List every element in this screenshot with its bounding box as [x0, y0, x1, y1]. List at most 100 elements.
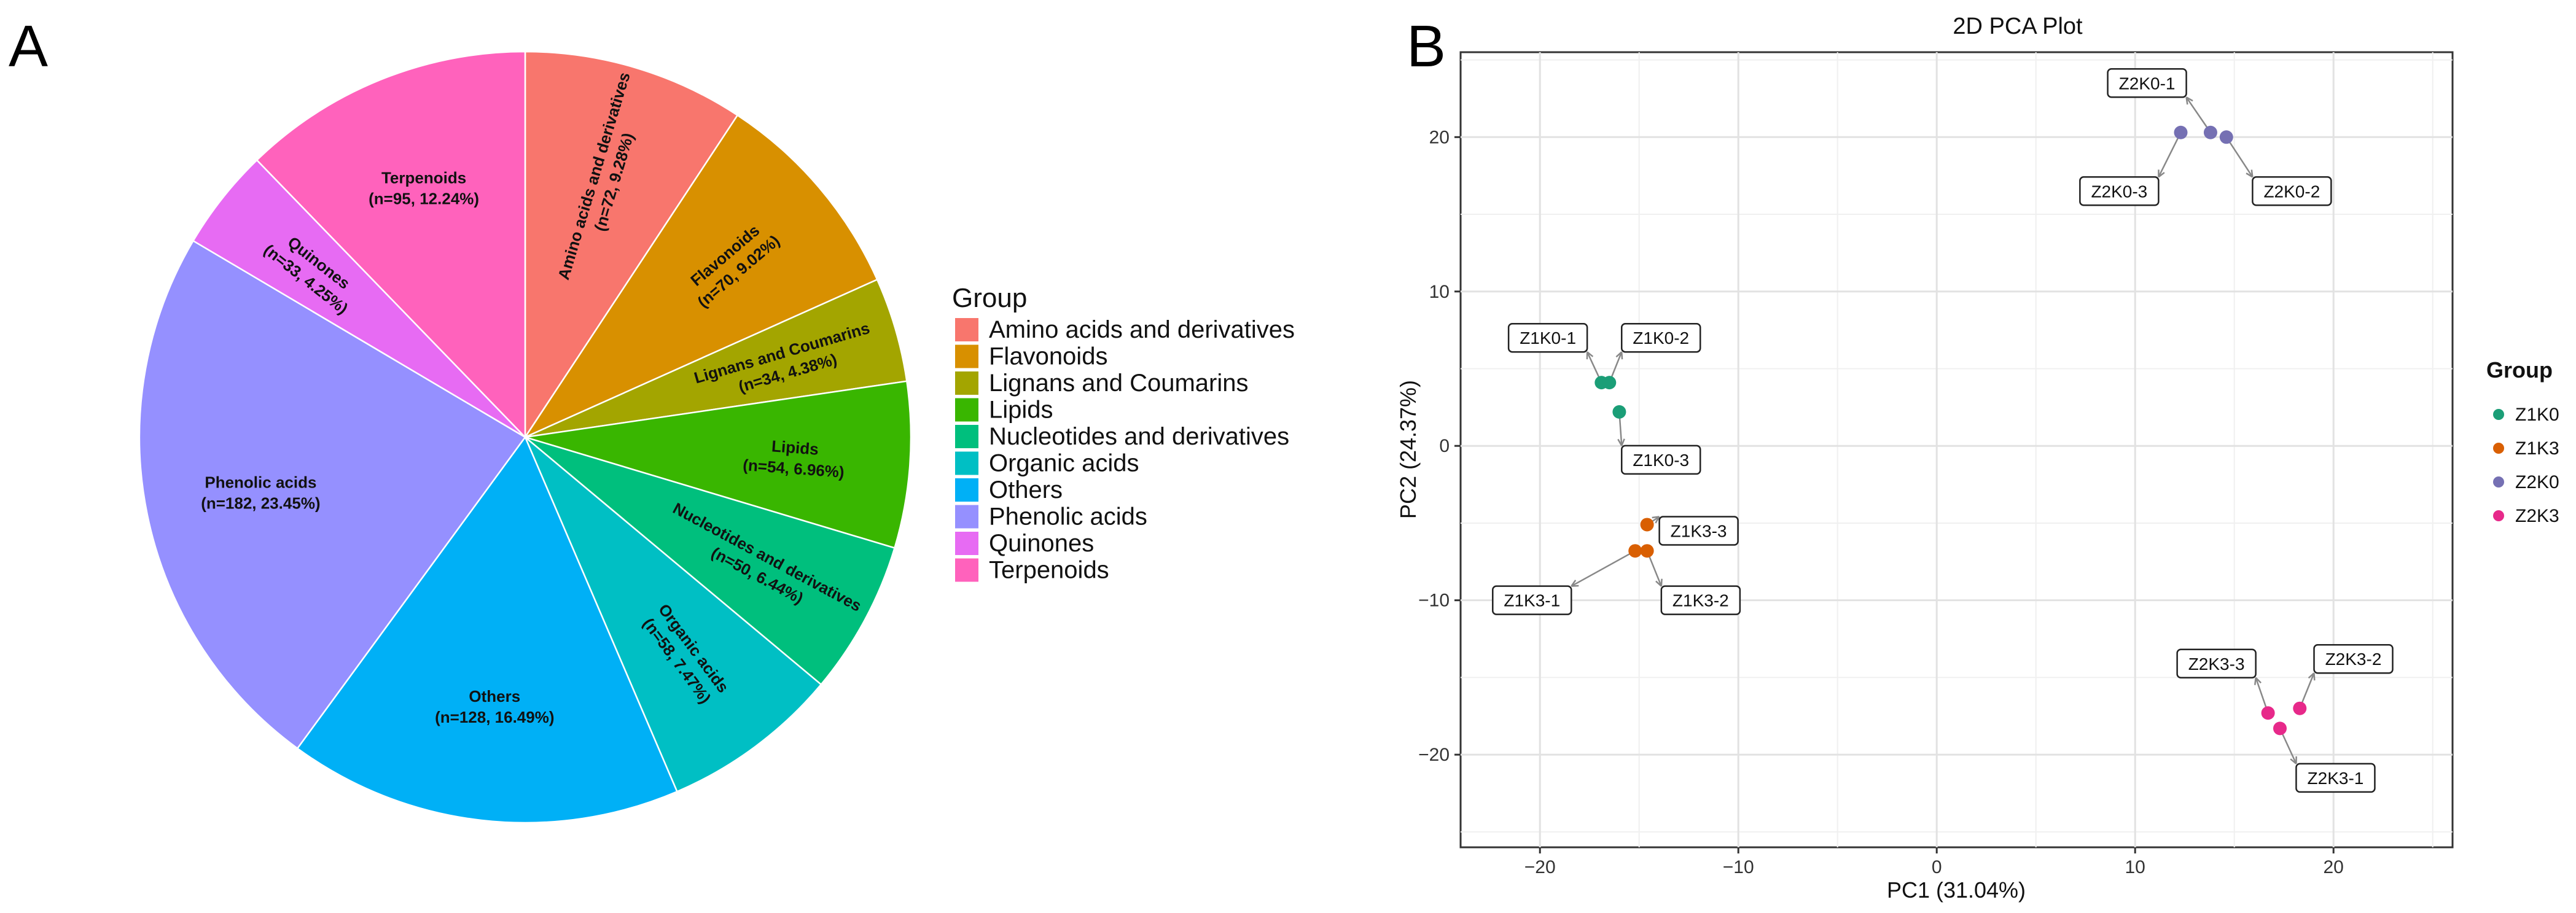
pie-legend-title: Group	[952, 283, 1027, 313]
pca-label-arrowhead	[1655, 578, 1663, 587]
pca-point-z2k0-1	[2203, 125, 2217, 139]
pca-x-tick-label: −20	[1524, 857, 1556, 877]
pie-legend-label: Lipids	[989, 397, 1053, 424]
pca-points	[1594, 125, 2307, 736]
pca-x-tick-label: −10	[1723, 857, 1754, 877]
pie-label-terpenoids: Terpenoids (n=95, 12.24%)	[369, 169, 479, 208]
pie-chart	[138, 50, 912, 824]
pca-y-tick-label: 0	[1439, 436, 1450, 456]
pca-legend-key-z1k0	[2493, 409, 2504, 420]
pca-legend-label: Z2K0	[2515, 472, 2559, 492]
pca-label-text: Z2K3-1	[2308, 769, 2364, 788]
pie-slice-amino-acids-and-derivatives	[524, 50, 739, 440]
pie-label-name: Phenolic acids	[205, 473, 316, 491]
pca-label-connector	[2185, 96, 2211, 133]
pie-legend-key-lignans-and-coumarins	[955, 371, 978, 395]
pca-label-box	[2176, 648, 2257, 679]
pca-label-text: Z2K0-2	[2263, 182, 2320, 201]
pca-label-box	[2079, 176, 2160, 206]
pca-label-text: Z1K0-3	[1633, 451, 1689, 470]
pca-label-z1k3-2: Z1K3-2	[1646, 550, 1741, 615]
pie-legend: Group Amino acids and derivativesFlavono…	[952, 283, 1295, 584]
pca-y-tick-label: 20	[1429, 127, 1450, 147]
pca-label-z1k0-1: Z1K0-1	[1507, 322, 1602, 383]
pca-legend-label: Z1K0	[2515, 405, 2559, 425]
pca-point-z2k3-3	[2261, 706, 2275, 720]
pie-legend-key-others	[955, 478, 978, 502]
pca-point-z2k3-1	[2273, 721, 2287, 736]
pca-legend-title: Group	[2486, 357, 2553, 383]
pca-label-text: Z1K3-2	[1672, 591, 1729, 610]
pca-label-z2k3-1: Z2K3-1	[2279, 728, 2376, 793]
pie-legend-label: Amino acids and derivatives	[989, 316, 1295, 343]
pie-legend-key-lipids	[955, 398, 978, 422]
pca-label-z2k0-3: Z2K0-3	[2079, 132, 2182, 206]
pie-label-name: Lipids	[771, 437, 819, 459]
pca-x-tick-label: 20	[2324, 857, 2344, 877]
pie-legend-key-nucleotides-and-derivatives	[955, 425, 978, 448]
pca-point-z1k3-2	[1640, 544, 1654, 558]
pca-point-z2k3-2	[2293, 701, 2307, 715]
pca-point-z1k3-1	[1628, 544, 1642, 558]
pca-legend-key-z1k3	[2493, 443, 2504, 454]
pie-legend-key-phenolic-acids	[955, 505, 978, 529]
pca-label-z2k0-1: Z2K0-1	[2107, 68, 2211, 133]
pca-point-z2k0-3	[2174, 125, 2188, 139]
pie-legend-key-amino-acids-and-derivatives	[955, 318, 978, 341]
pca-label-z2k3-3: Z2K3-3	[2176, 648, 2269, 713]
pie-slice-terpenoids	[256, 50, 526, 440]
pie-slice-organic-acids	[524, 437, 822, 793]
pca-label-arrowhead	[2185, 96, 2193, 105]
pca-label-z2k3-2: Z2K3-2	[2299, 643, 2394, 709]
pie-legend-label: Nucleotides and derivatives	[989, 423, 1289, 450]
pca-label-box	[1660, 585, 1741, 615]
pca-y-tick-label: 10	[1429, 282, 1450, 302]
pca-label-text: Z1K3-3	[1671, 522, 1727, 541]
pca-x-tick-label: 10	[2125, 857, 2145, 877]
pca-label-arrowhead	[2290, 756, 2297, 764]
pca-label-z1k3-1: Z1K3-1	[1492, 550, 1636, 615]
pie-legend-key-quinones	[955, 532, 978, 555]
pca-label-connector	[2158, 132, 2182, 177]
panel-a-letter: A	[9, 14, 48, 79]
pca-point-z1k3-3	[1640, 518, 1654, 532]
pca-label-z1k0-2: Z1K0-2	[1609, 322, 1701, 383]
pca-label-z2k0-2: Z2K0-2	[2225, 136, 2332, 206]
pie-legend-label: Terpenoids	[989, 557, 1109, 584]
pca-x-tick-label: 0	[1932, 857, 1942, 877]
pie-legend-label: Quinones	[989, 530, 1094, 557]
pca-y-tick-label: −10	[1418, 591, 1450, 611]
pca-label-text: Z1K0-1	[1520, 328, 1576, 348]
pca-title: 2D PCA Plot	[1953, 14, 2083, 39]
pca-label-arrowhead	[2158, 169, 2165, 178]
pca-label-arrowhead	[2308, 672, 2316, 681]
pca-legend: Group Z1K0 Z1K3 Z2K0 Z2K3	[2486, 357, 2559, 526]
pca-label-z1k0-3: Z1K0-3	[1617, 411, 1701, 475]
pie-label-others: Others (n=128, 16.49%)	[435, 687, 554, 726]
pie-slice-others	[296, 435, 678, 824]
pca-legend-key-z2k0	[2493, 476, 2504, 488]
pca-label-arrowhead	[2254, 677, 2262, 685]
pie-slice-lignans-and-coumarins	[525, 278, 908, 438]
pie-label-name: Terpenoids	[381, 169, 466, 187]
pca-label-text: Z1K0-2	[1633, 328, 1689, 348]
pca-legend-label: Z1K3	[2515, 438, 2559, 459]
pca-legend-label: Z2K3	[2515, 506, 2559, 526]
pca-label-arrowhead	[1615, 351, 1623, 360]
pie-slice-flavonoids	[523, 114, 878, 439]
pca-label-box	[2313, 643, 2394, 674]
pca-label-box	[1507, 322, 1588, 353]
pca-label-text: Z2K3-2	[2325, 650, 2382, 669]
pie-slice-quinones	[192, 159, 526, 438]
pie-legend-key-flavonoids	[955, 344, 978, 368]
pca-label-box	[1492, 585, 1572, 615]
pca-point-z2k0-2	[2219, 130, 2233, 144]
pie-slice-phenolic-acids	[138, 239, 526, 750]
pca-label-box	[1658, 516, 1739, 546]
pie-legend-label: Others	[989, 476, 1063, 503]
pca-label-text: Z2K0-1	[2119, 74, 2176, 93]
pie-legend-key-terpenoids	[955, 558, 978, 582]
pca-legend-key-z2k3	[2493, 510, 2504, 521]
pie-legend-label: Flavonoids	[989, 343, 1107, 370]
